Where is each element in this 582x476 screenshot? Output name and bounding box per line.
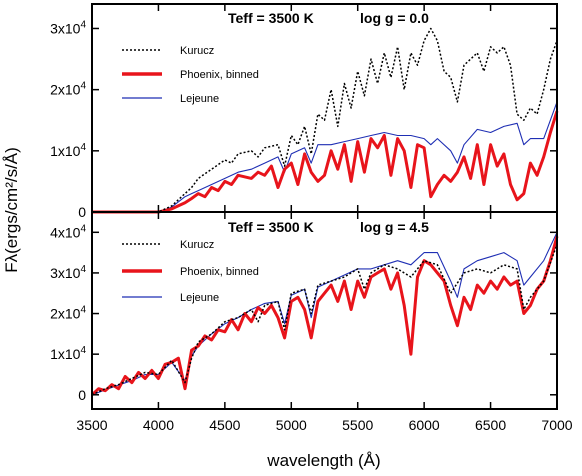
panel-bottom: 0 1x104 2x104 3x104 4x104 Teff = 3500 K log … bbox=[50, 211, 559, 410]
series-phoenix-binned-line bbox=[90, 236, 559, 396]
y-tick-label: 1x104 bbox=[50, 142, 86, 159]
panel-bottom-title-teff: Teff = 3500 K bbox=[228, 219, 314, 235]
x-tick-label: 3500 bbox=[76, 417, 107, 433]
y-tick-label: 3x104 bbox=[50, 264, 86, 281]
x-tick-label: 4500 bbox=[209, 417, 240, 433]
series-layer-bottom bbox=[90, 232, 559, 396]
series-phoenix-binned-line bbox=[92, 110, 559, 214]
y-tick-label: 4x104 bbox=[50, 223, 86, 240]
y-tick-label: 2x104 bbox=[50, 81, 86, 98]
x-tick-label: 7000 bbox=[541, 417, 572, 433]
y-tick-label: 3x104 bbox=[50, 19, 86, 36]
x-axis-label: wavelength (Å) bbox=[266, 451, 380, 470]
series-kurucz-line bbox=[91, 244, 558, 396]
y-tick-label: 0 bbox=[78, 387, 86, 403]
y-axis-label: Fλ(ergs/cm²/s/Å) bbox=[2, 147, 21, 273]
legend-label-phoenix: Phoenix, binned bbox=[180, 266, 259, 278]
panel-top-frame bbox=[91, 3, 558, 213]
x-tick-label: 5000 bbox=[276, 417, 307, 433]
panel-bottom-title-logg: log g = 4.5 bbox=[360, 219, 429, 235]
panel-bottom-frame bbox=[91, 211, 558, 410]
panel-top-legend: Kurucz Phoenix, binned Lejeune bbox=[122, 45, 259, 105]
x-tick-labels: 3500 4000 4500 5000 5500 6000 6500 7000 bbox=[76, 417, 572, 433]
panel-bottom-ticks: 0 1x104 2x104 3x104 4x104 bbox=[50, 212, 558, 409]
y-tick-label: 1x104 bbox=[50, 345, 86, 362]
legend-label-phoenix: Phoenix, binned bbox=[180, 69, 259, 81]
series-layer-top bbox=[92, 27, 559, 214]
x-tick-label: 4000 bbox=[143, 417, 174, 433]
x-tick-label: 5500 bbox=[342, 417, 373, 433]
panel-top-title-teff: Teff = 3500 K bbox=[228, 10, 314, 26]
panel-bottom-legend: Kurucz Phoenix, binned Lejeune bbox=[122, 239, 259, 304]
y-tick-label: 2x104 bbox=[50, 305, 86, 322]
panel-top-title-logg: log g = 0.0 bbox=[360, 10, 429, 26]
legend-label-lejeune: Lejeune bbox=[180, 292, 219, 304]
x-tick-label: 6000 bbox=[409, 417, 440, 433]
x-tick-label: 6500 bbox=[475, 417, 506, 433]
y-tick-label: 0 bbox=[78, 204, 86, 220]
panel-top: 0 1x104 2x104 3x104 Teff = 3500 K log g = 0… bbox=[50, 3, 559, 220]
panel-top-ticks: 0 1x104 2x104 3x104 bbox=[50, 4, 558, 220]
legend-label-kurucz: Kurucz bbox=[180, 45, 214, 57]
series-kurucz-line bbox=[92, 27, 558, 213]
legend-label-lejeune: Lejeune bbox=[180, 93, 219, 105]
series-lejeune-line bbox=[92, 101, 558, 213]
legend-label-kurucz: Kurucz bbox=[180, 239, 214, 251]
